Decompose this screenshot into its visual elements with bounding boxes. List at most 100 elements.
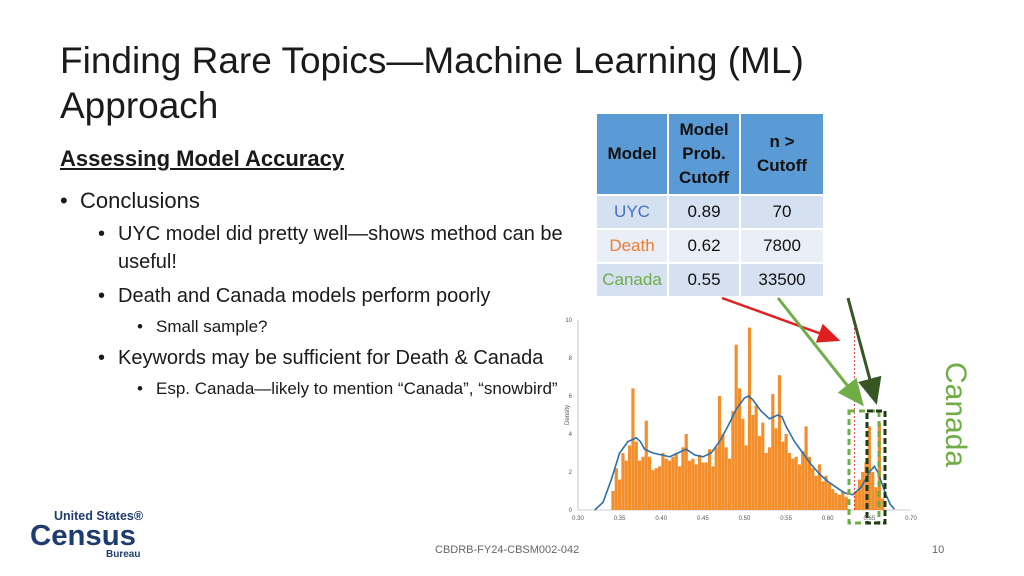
header-model: Model — [595, 112, 669, 196]
bullet-dot-icon: • — [98, 285, 106, 307]
histogram-bar — [874, 487, 878, 510]
histogram-bar — [861, 472, 865, 510]
histogram-bar — [831, 489, 835, 510]
canada-side-label: Canada — [939, 362, 972, 467]
histogram-bar — [684, 434, 688, 510]
cell-model-canada: Canada — [595, 262, 669, 298]
bullet-item: • Keywords may be sufficient for Death & … — [60, 344, 580, 372]
histogram-bar — [854, 491, 858, 510]
histogram-bar — [751, 415, 755, 510]
histogram-bar — [777, 375, 782, 510]
histogram-bar — [774, 428, 778, 510]
bullet-dot-icon: • — [98, 347, 106, 369]
histogram-bar — [791, 458, 795, 510]
table-row: Death 0.62 7800 — [595, 228, 825, 264]
histogram-bar — [621, 453, 625, 510]
section-subtitle: Assessing Model Accuracy — [60, 146, 345, 171]
histogram-bar — [667, 460, 672, 510]
histogram-bar — [658, 466, 662, 510]
cell-model-uyc: UYC — [595, 194, 669, 230]
cell-cutoff: 0.62 — [667, 228, 741, 264]
histogram-bar — [727, 458, 732, 510]
bullet-item: • Conclusions — [60, 188, 580, 214]
histogram-bar — [724, 447, 728, 510]
footer-code: CBDRB-FY24-CBSM002-042 — [435, 544, 580, 556]
bullet-item: • UYC model did pretty well—shows method … — [60, 220, 580, 276]
histogram-bar — [734, 344, 738, 510]
histogram-bar — [857, 479, 861, 510]
x-tick-label: 0.70 — [905, 516, 917, 522]
cell-n: 70 — [739, 194, 825, 230]
header-prob-cutoff: Model Prob. Cutoff — [667, 112, 741, 196]
histogram-bar — [628, 445, 632, 510]
header-n-cutoff: n > Cutoff — [739, 112, 825, 196]
logo-line3: Bureau — [106, 549, 140, 560]
cell-model-death: Death — [595, 228, 669, 264]
histogram-bar — [674, 453, 678, 510]
bullet-text: Small sample? — [156, 317, 268, 336]
histogram-bar — [794, 456, 798, 510]
y-tick-label: 4 — [569, 432, 573, 438]
histogram-bar — [801, 451, 805, 510]
histogram-bar — [844, 496, 848, 510]
bullet-item: • Death and Canada models perform poorly — [60, 282, 580, 310]
histogram-bar — [741, 418, 745, 510]
census-bureau-logo: United States® Census Bureau — [30, 509, 144, 560]
logo-line2: Census — [30, 520, 136, 552]
model-cutoff-table: Model Model Prob. Cutoff n > Cutoff UYC … — [595, 112, 825, 298]
y-tick-label: 8 — [569, 356, 573, 362]
cell-n: 7800 — [739, 228, 825, 264]
histogram-bar — [644, 420, 648, 510]
histogram-bar — [677, 466, 682, 510]
histogram-bar — [687, 460, 692, 510]
cell-cutoff: 0.89 — [667, 194, 741, 230]
bullet-dot-icon: • — [60, 188, 68, 213]
histogram-bar — [638, 460, 642, 510]
bullet-text: Conclusions — [80, 188, 200, 213]
bullet-dot-icon: • — [137, 379, 143, 398]
histogram-bar — [821, 481, 825, 510]
histogram-bar — [781, 441, 785, 510]
bullet-dot-icon: • — [137, 317, 143, 336]
x-tick-label: 0.60 — [822, 516, 834, 522]
histogram-bar — [697, 454, 702, 510]
y-axis-label: Density — [565, 405, 571, 425]
histogram-bar — [648, 456, 652, 510]
cell-cutoff: 0.55 — [667, 262, 741, 298]
bullet-text: Esp. Canada—likely to mention “Canada”, … — [156, 379, 558, 398]
histogram-bar — [807, 456, 812, 510]
bullet-text: UYC model did pretty well—shows method c… — [118, 223, 563, 273]
histogram-bar — [784, 434, 788, 510]
y-tick-label: 0 — [569, 508, 573, 514]
histogram-bar — [721, 434, 725, 510]
histogram-bar — [767, 447, 772, 510]
histogram-bar — [877, 422, 881, 510]
y-tick-label: 6 — [569, 394, 573, 400]
y-tick-label: 2 — [569, 470, 573, 476]
histogram-bar — [824, 475, 828, 510]
histogram-bar — [804, 426, 808, 510]
histogram-bar — [704, 462, 708, 510]
histogram-bar — [614, 468, 618, 510]
histogram-bar — [797, 464, 802, 510]
histogram-bar — [714, 447, 718, 510]
histogram-bar — [817, 464, 822, 510]
histogram-bar — [871, 472, 875, 510]
histogram-bar — [841, 491, 845, 510]
histogram-bar — [764, 453, 768, 510]
histogram-bar — [811, 468, 815, 510]
histogram-bar — [654, 468, 658, 510]
histogram-bar — [711, 466, 715, 510]
x-tick-label: 0.45 — [697, 516, 709, 522]
bullet-text: Keywords may be sufficient for Death & C… — [118, 347, 544, 369]
histogram-bar — [664, 458, 668, 510]
histogram-bar — [837, 494, 841, 510]
slide-title: Finding Rare Topics—Machine Learning (ML… — [60, 40, 804, 126]
x-tick-label: 0.65 — [864, 516, 876, 522]
table-header-row: Model Model Prob. Cutoff n > Cutoff — [595, 112, 825, 196]
canada-label-text: Canada — [939, 362, 972, 467]
cell-n: 33500 — [739, 262, 825, 298]
x-tick-label: 0.30 — [572, 516, 584, 522]
histogram-bar — [737, 388, 742, 510]
histogram-bar — [631, 388, 635, 510]
